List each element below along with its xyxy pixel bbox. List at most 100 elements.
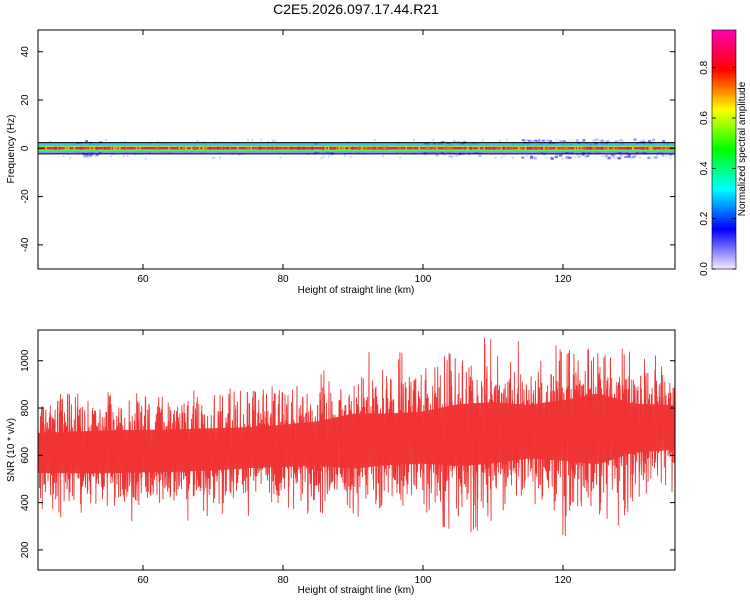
spectral-speck xyxy=(565,157,568,160)
spectral-speck xyxy=(453,139,456,142)
band-texture xyxy=(185,146,187,150)
snr-y-tick-label: 1000 xyxy=(20,349,31,372)
band-texture xyxy=(226,146,229,150)
spectral-haze-cell xyxy=(633,138,637,141)
band-texture xyxy=(488,146,490,150)
spectral-haze-cell xyxy=(654,156,658,159)
band-texture xyxy=(247,146,250,150)
band-texture xyxy=(547,146,550,150)
band-texture xyxy=(376,146,378,150)
colorbar-ticks: 0.0 0.2 0.4 0.6 0.8 xyxy=(699,60,736,276)
spectral-haze-cell xyxy=(84,155,88,158)
spectral-haze-cell xyxy=(424,154,428,156)
spectrogram-x-tick-label: 80 xyxy=(277,274,289,285)
spectral-speck xyxy=(481,139,484,142)
spectral-haze-cell xyxy=(619,156,623,159)
spectral-speck xyxy=(650,140,653,143)
spectral-haze-cell xyxy=(647,140,651,142)
band-texture xyxy=(190,146,193,150)
spectral-haze-cell xyxy=(578,153,582,156)
spectral-speck xyxy=(601,155,604,158)
band-texture xyxy=(485,146,487,150)
spectral-haze-cell xyxy=(619,138,623,141)
band-texture xyxy=(348,146,351,150)
band-texture xyxy=(158,146,160,150)
band-texture xyxy=(202,146,205,150)
band-texture xyxy=(281,146,284,150)
spectral-haze-cell xyxy=(435,154,439,157)
band-texture xyxy=(192,146,195,150)
spectral-haze-cell xyxy=(527,139,531,142)
band-texture xyxy=(80,146,82,150)
band-texture xyxy=(596,146,598,150)
band-texture xyxy=(633,146,635,150)
band-texture xyxy=(563,146,566,150)
band-texture xyxy=(291,146,293,150)
band-texture xyxy=(135,146,138,150)
band-texture xyxy=(205,146,208,150)
band-texture xyxy=(303,146,305,150)
band-texture xyxy=(222,146,224,150)
band-texture xyxy=(418,146,421,150)
spectral-haze-cell xyxy=(85,154,89,157)
band-texture xyxy=(68,146,70,150)
spectral-speck xyxy=(462,140,465,143)
band-texture xyxy=(228,146,231,150)
spectral-speck xyxy=(526,139,529,142)
spectral-haze-cell xyxy=(607,155,611,158)
band-texture xyxy=(383,146,385,150)
spectral-haze-cell xyxy=(617,140,621,142)
band-texture xyxy=(110,146,113,150)
spectral-speck xyxy=(399,156,402,159)
spectral-haze-cell xyxy=(612,154,616,157)
band-texture xyxy=(412,146,414,150)
band-texture xyxy=(651,146,654,150)
spectral-haze-cell xyxy=(541,139,545,142)
spectral-speck xyxy=(443,154,446,157)
band-texture xyxy=(427,146,429,150)
spectral-speck xyxy=(238,154,241,157)
spectral-haze-cell xyxy=(534,139,538,142)
spectral-speck xyxy=(218,156,221,159)
spectral-speck xyxy=(456,155,458,157)
band-texture xyxy=(451,146,453,150)
band-texture xyxy=(612,146,614,150)
band-texture xyxy=(259,146,261,150)
spectral-haze-cell xyxy=(567,140,571,143)
band-texture xyxy=(478,146,480,150)
band-texture xyxy=(111,146,114,150)
colorbar-frame xyxy=(711,29,737,270)
band-texture xyxy=(541,146,543,150)
spectral-haze-cell xyxy=(559,154,562,157)
snr-series-layer xyxy=(38,337,675,537)
band-texture xyxy=(472,146,474,150)
spectral-speck xyxy=(328,155,330,158)
spectrogram-x-tick-label: 60 xyxy=(137,274,149,285)
spectral-haze-cell xyxy=(525,155,529,157)
spectral-haze-cell xyxy=(454,154,458,157)
spectral-haze-cell xyxy=(524,139,528,142)
snr-x-tick-label: 60 xyxy=(137,575,149,586)
band-texture xyxy=(667,146,669,150)
band-texture xyxy=(67,146,69,150)
band-texture xyxy=(275,146,278,150)
band-texture xyxy=(527,146,529,150)
band-texture xyxy=(73,146,76,150)
band-texture xyxy=(405,146,407,150)
spectral-speck xyxy=(494,156,497,159)
spectrogram-panel: 60 80 100 120 -40 -20 0 20 40 Height of straight… xyxy=(6,29,676,296)
spectral-haze-cell xyxy=(647,156,651,159)
band-texture xyxy=(271,146,274,150)
spectral-haze-cell xyxy=(617,157,621,160)
spectral-haze-cell xyxy=(532,156,536,159)
band-core-magenta xyxy=(38,147,675,149)
band-texture xyxy=(328,146,330,150)
spectral-speck xyxy=(630,156,633,159)
band-texture xyxy=(386,146,389,150)
band-texture xyxy=(529,146,532,150)
band-texture xyxy=(155,146,158,150)
band-texture xyxy=(566,146,569,150)
band-texture xyxy=(590,146,592,150)
band-texture xyxy=(607,146,609,150)
